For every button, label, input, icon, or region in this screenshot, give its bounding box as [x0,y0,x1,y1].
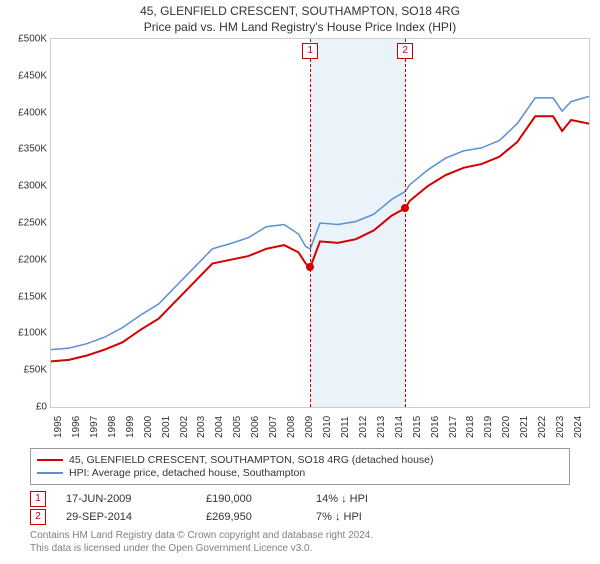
x-axis-label: 2006 [250,416,261,438]
x-axis-label: 2023 [555,416,566,438]
y-axis-label: £350K [3,144,47,155]
x-axis-label: 2014 [394,416,405,438]
y-axis-label: £0 [3,402,47,413]
x-axis-label: 2019 [483,416,494,438]
chart-title-address: 45, GLENFIELD CRESCENT, SOUTHAMPTON, SO1… [0,4,600,18]
sale-dot-2 [401,204,409,212]
sale-date-1: 17-JUN-2009 [66,493,206,505]
x-axis-label: 2016 [430,416,441,438]
series-hpi [51,96,589,349]
x-axis-label: 2002 [179,416,190,438]
x-axis-label: 1997 [89,416,100,438]
x-axis-label: 2005 [232,416,243,438]
sale-index-2: 2 [30,509,46,525]
x-axis-label: 1995 [53,416,64,438]
x-axis-label: 2010 [322,416,333,438]
x-axis-label: 2020 [501,416,512,438]
sale-delta-2: 7% ↓ HPI [316,511,426,523]
legend-label-hpi: HPI: Average price, detached house, Sout… [69,467,305,479]
legend-row-hpi: HPI: Average price, detached house, Sout… [37,467,563,479]
sale-marker-1: 1 [302,43,318,59]
footer-line-1: Contains HM Land Registry data © Crown c… [30,529,570,542]
sale-dot-1 [306,263,314,271]
x-axis-label: 2018 [465,416,476,438]
x-axis-label: 2001 [161,416,172,438]
x-axis-label: 2021 [519,416,530,438]
x-axis-label: 2003 [196,416,207,438]
sale-row-2: 2 29-SEP-2014 £269,950 7% ↓ HPI [30,509,570,525]
x-axis-label: 2011 [340,416,351,438]
x-axis-label: 2022 [537,416,548,438]
y-axis-label: £200K [3,254,47,265]
footer-attribution: Contains HM Land Registry data © Crown c… [30,529,570,555]
x-axis-label: 2007 [268,416,279,438]
y-axis-label: £300K [3,181,47,192]
x-axis-labels: 1995 1996 1997 1998 1999 2000 2001 2002 2003 2004… [50,408,590,444]
sale-vline-2 [405,39,406,407]
sale-date-2: 29-SEP-2014 [66,511,206,523]
legend-swatch-property [37,459,63,461]
chart-title-sub: Price paid vs. HM Land Registry's House … [0,20,600,34]
x-axis-label: 2013 [376,416,387,438]
y-axis-label: £500K [3,34,47,45]
chart-lines [51,39,589,407]
x-axis-label: 2000 [143,416,154,438]
x-axis-label: 2009 [304,416,315,438]
x-axis-label: 2024 [573,416,584,438]
legend-swatch-hpi [37,472,63,474]
y-axis-label: £50K [3,365,47,376]
x-axis-label: 2004 [214,416,225,438]
sale-vline-1 [310,39,311,407]
series-property [51,116,589,361]
y-axis-label: £100K [3,328,47,339]
x-axis-label: 2008 [286,416,297,438]
sale-delta-1: 14% ↓ HPI [316,493,426,505]
y-axis-label: £450K [3,70,47,81]
sales-table: 1 17-JUN-2009 £190,000 14% ↓ HPI 2 29-SE… [30,491,570,525]
x-axis-label: 2012 [358,416,369,438]
y-axis-label: £400K [3,107,47,118]
x-axis-label: 1999 [125,416,136,438]
sale-marker-2: 2 [397,43,413,59]
legend-label-property: 45, GLENFIELD CRESCENT, SOUTHAMPTON, SO1… [69,454,434,466]
legend-row-property: 45, GLENFIELD CRESCENT, SOUTHAMPTON, SO1… [37,454,563,466]
sale-row-1: 1 17-JUN-2009 £190,000 14% ↓ HPI [30,491,570,507]
footer-line-2: This data is licensed under the Open Gov… [30,542,570,555]
price-chart: £0£50K£100K£150K£200K£250K£300K£350K£400… [50,38,590,408]
y-axis-label: £250K [3,218,47,229]
legend: 45, GLENFIELD CRESCENT, SOUTHAMPTON, SO1… [30,448,570,485]
x-axis-label: 2015 [412,416,423,438]
sale-index-1: 1 [30,491,46,507]
sale-price-1: £190,000 [206,493,316,505]
x-axis-label: 1996 [71,416,82,438]
x-axis-label: 1998 [107,416,118,438]
y-axis-label: £150K [3,291,47,302]
sale-price-2: £269,950 [206,511,316,523]
x-axis-label: 2017 [448,416,459,438]
